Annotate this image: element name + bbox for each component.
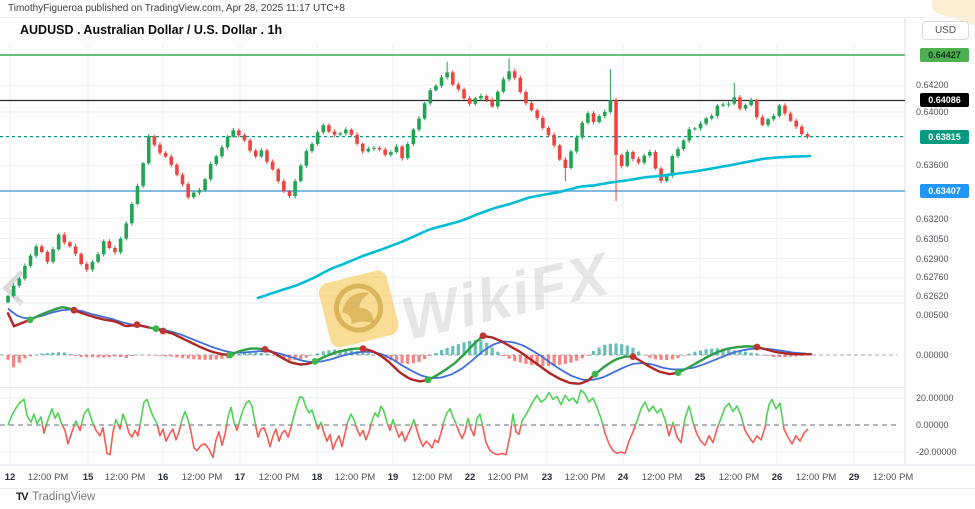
axis-label: 0.63050 — [916, 233, 949, 244]
axis-label: 0.00000 — [916, 350, 949, 360]
wikifx-lion-logo-icon — [314, 266, 403, 354]
time-axis-hour-label: 12:00 PM — [564, 472, 606, 483]
time-axis-day-label: 26 — [771, 472, 783, 483]
time-axis-hour-label: 12:00 PM — [411, 472, 453, 483]
time-axis-day-label: 23 — [541, 472, 553, 483]
currency-toggle-button[interactable]: USD — [922, 21, 969, 40]
time-axis-hour-label: 12:00 PM — [795, 472, 837, 483]
tradingview-logo[interactable]: TV TradingView — [16, 491, 95, 503]
price-level-badge: 0.64427 — [920, 48, 969, 62]
chart-title: AUDUSD . Australian Dollar / U.S. Dollar… — [20, 23, 283, 37]
axis-label: 0.64000 — [916, 106, 949, 117]
axis-label: 0.63200 — [916, 213, 949, 224]
attribution-text: TimothyFigueroa published on TradingView… — [8, 3, 345, 14]
axis-label: 0.62620 — [916, 290, 949, 301]
time-axis-day-label: 16 — [157, 472, 169, 483]
price-level-badge: 0.63815 — [920, 129, 969, 144]
time-axis-day-label: 24 — [617, 472, 629, 483]
time-axis-day-label: 18 — [311, 472, 323, 483]
axis-label: 0.62760 — [916, 272, 949, 283]
time-axis-day-label: 29 — [848, 472, 860, 483]
time-axis-day-label: 17 — [234, 472, 246, 483]
tradingview-brand-name: TradingView — [32, 491, 96, 503]
time-axis-hour-label: 12:00 PM — [872, 472, 914, 483]
axis-label: 0.64200 — [916, 80, 949, 91]
time-axis-day-label: 25 — [694, 472, 706, 483]
time-axis-hour-label: 12:00 PM — [718, 472, 760, 483]
tradingview-logo-icon: TV — [16, 491, 29, 503]
time-axis-day-label: 22 — [464, 472, 476, 483]
time-axis-day-label: 19 — [387, 472, 399, 483]
axis-label: 0.00500 — [916, 310, 949, 320]
axis-label: -20.00000 — [916, 447, 957, 457]
axis-label: 20.00000 — [916, 393, 954, 403]
time-axis-hour-label: 12:00 PM — [181, 472, 223, 483]
time-axis-hour-label: 12:00 PM — [27, 472, 69, 483]
time-axis-day-label: 15 — [82, 472, 94, 483]
time-axis-hour-label: 12:00 PM — [641, 472, 683, 483]
price-level-badge: 0.63407 — [920, 183, 969, 198]
time-axis-hour-label: 12:00 PM — [334, 472, 376, 483]
price-level-badge: 0.64086 — [920, 93, 969, 108]
time-axis-hour-label: 12:00 PM — [487, 472, 529, 483]
time-axis-hour-label: 12:00 PM — [104, 472, 146, 483]
axis-label: 0.63600 — [916, 160, 949, 171]
time-axis-hour-label: 12:00 PM — [258, 472, 300, 483]
axis-label: 0.00000 — [916, 420, 949, 430]
time-axis-day-label: 12 — [4, 472, 16, 483]
axis-label: 0.62900 — [916, 253, 949, 264]
